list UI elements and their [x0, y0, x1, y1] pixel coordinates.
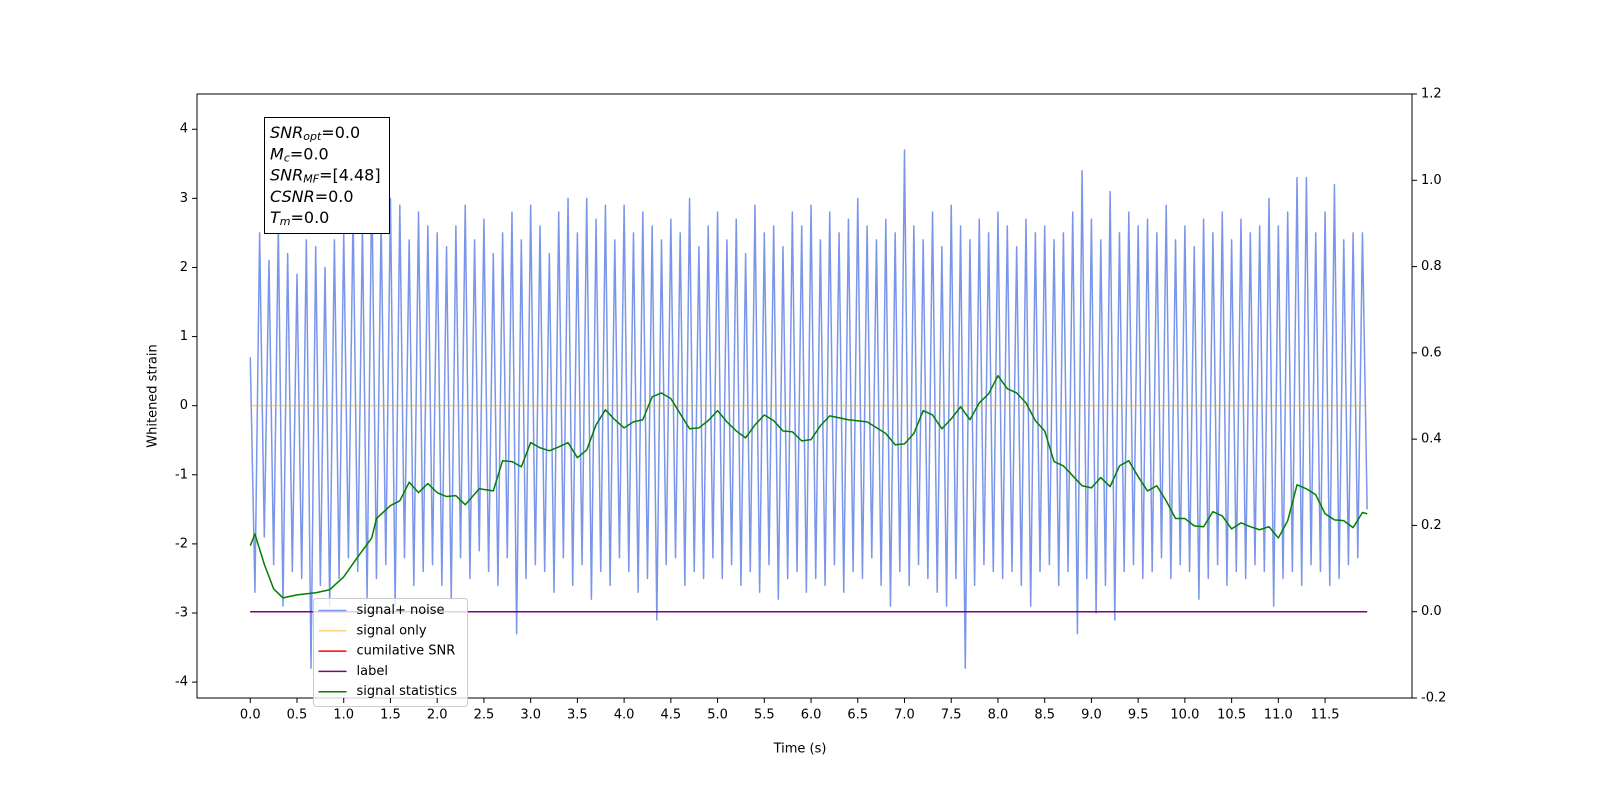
x-tick-label: 9.0 — [1081, 708, 1102, 723]
y2-tick-label: 0.0 — [1421, 604, 1442, 619]
y-tick-label: 0 — [180, 398, 188, 413]
y-tick-label: 1 — [180, 329, 188, 344]
annotation-line: Mc=0.0 — [270, 144, 329, 165]
annotation-subscript: c — [284, 151, 290, 164]
x-tick-label: 0.0 — [240, 708, 261, 723]
x-tick-label: 11.0 — [1264, 708, 1293, 723]
legend-label: signal+ noise — [357, 603, 445, 618]
annotation-subscript: opt — [303, 130, 322, 143]
annotation-symbol: CSNR — [270, 186, 315, 205]
x-tick-label: 3.5 — [567, 708, 588, 723]
annotation-line: CSNR=0.0 — [270, 186, 354, 205]
legend: signal+ noise signal only cumilative SNR la… — [313, 598, 468, 707]
x-tick-label: 1.5 — [380, 708, 401, 723]
x-tick-label: 8.5 — [1034, 708, 1055, 723]
annotation-line: SNRopt=0.0 — [270, 123, 360, 144]
y-tick-label: -3 — [175, 605, 188, 620]
legend-frame — [313, 598, 468, 707]
series-line — [249, 149, 1368, 670]
x-tick-label: 11.5 — [1311, 708, 1340, 723]
x-tick-label: 5.5 — [754, 708, 775, 723]
x-tick-label: 3.0 — [520, 708, 541, 723]
x-tick-label: 10.5 — [1217, 708, 1246, 723]
annotation-text: =0.0 — [290, 144, 329, 163]
y2-tick-label: 0.4 — [1421, 432, 1442, 447]
x-tick-label: 1.0 — [333, 708, 354, 723]
annotation-box: SNRopt=0.0Mc=0.0SNRMF=[4.48]CSNR=0.0Tm=0… — [264, 117, 390, 234]
annotation-line: SNRMF=[4.48] — [270, 165, 381, 186]
y2-tick-label: 0.6 — [1421, 345, 1442, 360]
annotation-text: =[4.48] — [319, 165, 381, 184]
y-tick-label: 3 — [180, 191, 188, 206]
y-tick-label: 2 — [180, 260, 188, 275]
y-axis-label: Whitened strain — [146, 344, 161, 447]
annotation-symbol: SNR — [270, 123, 303, 142]
y2-tick-label: -0.2 — [1421, 691, 1446, 706]
annotation-frame — [264, 117, 390, 234]
y2-tick-label: 1.0 — [1421, 173, 1442, 188]
x-tick-label: 5.0 — [707, 708, 728, 723]
annotation-text: =0.0 — [291, 208, 330, 227]
annotation-subscript: m — [280, 215, 291, 228]
y-tick-label: 4 — [180, 122, 188, 137]
series-line — [249, 374, 1368, 599]
annotation-symbol: SNR — [270, 165, 303, 184]
y-tick-label: -4 — [175, 675, 188, 690]
x-tick-label: 7.0 — [894, 708, 915, 723]
annotation-line: Tm=0.0 — [270, 208, 329, 229]
x-axis-label: Time (s) — [773, 742, 827, 757]
x-tick-label: 4.5 — [661, 708, 682, 723]
x-tick-label: 7.5 — [941, 708, 962, 723]
legend-label: cumilative SNR — [357, 644, 456, 659]
x-tick-label: 10.0 — [1170, 708, 1199, 723]
x-tick-label: 6.5 — [847, 708, 868, 723]
legend-label: signal only — [357, 623, 427, 638]
x-tick-label: 2.5 — [474, 708, 495, 723]
x-tick-label: 9.5 — [1128, 708, 1149, 723]
annotation-symbol: T — [270, 208, 281, 227]
annotation-text: =0.0 — [321, 123, 360, 142]
legend-label: signal statistics — [357, 684, 458, 699]
y-tick-label: -1 — [175, 467, 188, 482]
y2-tick-label: 1.2 — [1421, 87, 1442, 102]
y2-tick-label: 0.2 — [1421, 518, 1442, 533]
y-tick-label: -2 — [175, 536, 188, 551]
annotation-symbol: M — [270, 144, 284, 163]
x-tick-label: 2.0 — [427, 708, 448, 723]
x-tick-label: 8.0 — [988, 708, 1009, 723]
annotation-text: =0.0 — [315, 186, 354, 205]
y2-tick-label: 0.8 — [1421, 259, 1442, 274]
axes-frame — [196, 93, 1413, 699]
legend-label: label — [357, 664, 388, 679]
x-tick-label: 4.0 — [614, 708, 635, 723]
x-tick-label: 0.5 — [287, 708, 308, 723]
annotation-subscript: MF — [303, 173, 319, 186]
x-tick-label: 6.0 — [801, 708, 822, 723]
